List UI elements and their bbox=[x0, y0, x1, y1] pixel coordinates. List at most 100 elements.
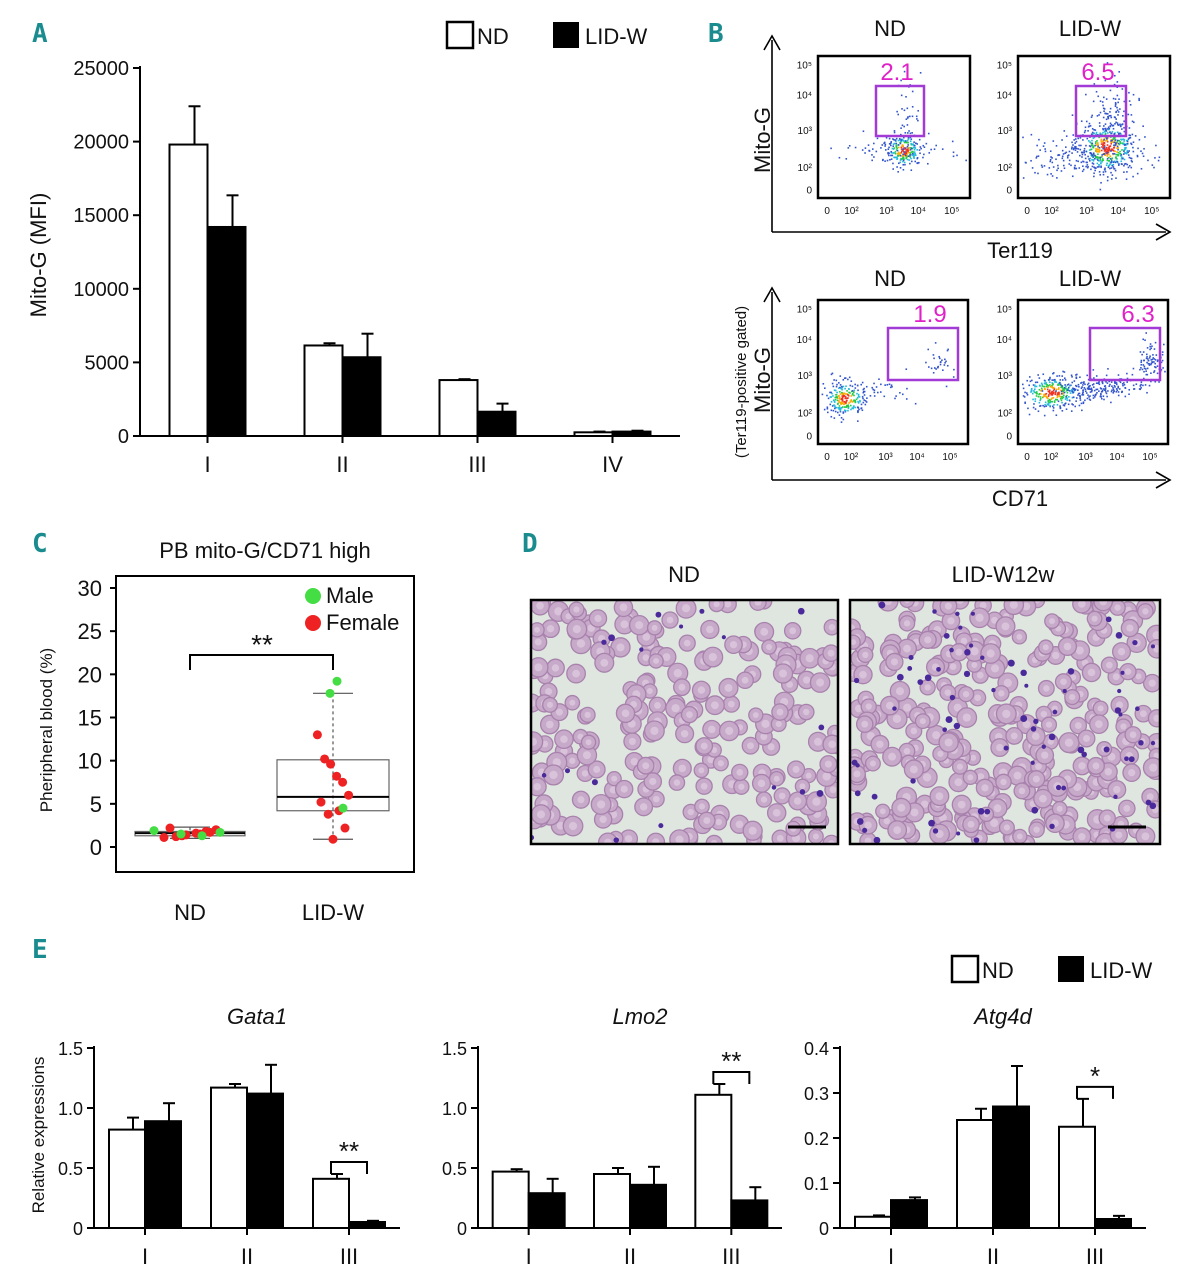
flow-event bbox=[1082, 139, 1084, 141]
flow-event bbox=[1100, 392, 1102, 395]
flow-event bbox=[899, 161, 901, 164]
flow-event bbox=[1099, 162, 1102, 164]
flow-event bbox=[1066, 394, 1068, 397]
x-tick-label: III bbox=[340, 1244, 358, 1269]
flow-event bbox=[1140, 381, 1143, 383]
flow-event bbox=[1099, 132, 1102, 135]
flow-event bbox=[1123, 158, 1126, 161]
flow-event bbox=[903, 158, 905, 161]
flow-event bbox=[1083, 149, 1085, 152]
flow-event bbox=[952, 151, 955, 154]
flow-event bbox=[1088, 159, 1091, 162]
flow-event bbox=[1105, 381, 1107, 383]
flow-event bbox=[896, 110, 898, 113]
flow-event bbox=[1113, 390, 1115, 392]
flow-event bbox=[1065, 135, 1068, 137]
legend-nd-swatch bbox=[445, 20, 475, 50]
flow-event bbox=[1091, 154, 1094, 157]
rbc-center bbox=[735, 820, 744, 829]
flow-event bbox=[941, 359, 943, 362]
lid-bar bbox=[730, 1199, 769, 1230]
flow-event bbox=[1110, 160, 1113, 162]
flow-event bbox=[938, 357, 941, 360]
flow-event bbox=[906, 78, 908, 80]
flow-event bbox=[901, 393, 904, 396]
rbc-center bbox=[1087, 668, 1096, 677]
rbc-center bbox=[897, 803, 906, 812]
flow-event bbox=[1063, 130, 1066, 132]
rbc-center bbox=[683, 639, 691, 647]
inclusion-dot bbox=[699, 608, 705, 614]
lid-bar bbox=[992, 1105, 1030, 1229]
flow-event bbox=[1101, 381, 1104, 384]
flow-event bbox=[1091, 139, 1093, 142]
flow-event bbox=[840, 398, 843, 401]
flow-gate bbox=[886, 326, 960, 382]
flow-event bbox=[895, 142, 898, 145]
flow-event bbox=[1030, 387, 1033, 390]
flow-event bbox=[1035, 157, 1038, 159]
flow-event bbox=[1094, 144, 1096, 147]
rbc-center bbox=[741, 676, 749, 684]
flow-event bbox=[899, 140, 902, 142]
flow-event bbox=[1061, 157, 1064, 160]
flow-event bbox=[1101, 154, 1103, 156]
flow-x-tick: 10⁵ bbox=[1144, 206, 1159, 217]
flow-event bbox=[1126, 149, 1129, 152]
flow-event bbox=[1128, 100, 1131, 102]
flow-event bbox=[1140, 366, 1142, 369]
rbc-center bbox=[594, 614, 602, 623]
flow-event bbox=[1112, 388, 1115, 391]
rbc-center bbox=[792, 765, 800, 773]
flow-event bbox=[1115, 382, 1118, 384]
flow-event bbox=[1066, 389, 1069, 391]
inclusion-dot bbox=[655, 611, 662, 618]
flow-event bbox=[1095, 141, 1097, 143]
rbc-center bbox=[646, 688, 653, 695]
flow-event bbox=[1080, 402, 1083, 405]
flow-event bbox=[1101, 389, 1104, 392]
lid-bar bbox=[890, 1199, 928, 1229]
rbc-center bbox=[738, 783, 745, 790]
rbc-center bbox=[619, 603, 628, 612]
flow-event bbox=[1151, 361, 1153, 363]
inclusion-dot bbox=[896, 673, 904, 681]
flow-event bbox=[1050, 385, 1053, 388]
flow-event bbox=[1092, 100, 1095, 103]
rbc-center bbox=[903, 620, 911, 627]
rbc-center bbox=[1078, 762, 1086, 770]
flow-event bbox=[1040, 387, 1043, 390]
flow-event bbox=[1119, 154, 1122, 157]
flow-event bbox=[947, 348, 949, 351]
flow-event bbox=[1043, 393, 1046, 396]
flow-event bbox=[900, 157, 902, 160]
flow-event bbox=[1083, 151, 1085, 154]
flow-event bbox=[849, 401, 852, 403]
flow-event bbox=[1093, 172, 1095, 175]
flow-y-tick: 10³ bbox=[998, 126, 1013, 137]
flow-event bbox=[1049, 160, 1052, 163]
flow-event bbox=[1060, 399, 1063, 402]
rbc-center bbox=[642, 762, 650, 770]
flow-event bbox=[918, 161, 920, 164]
flow-event bbox=[1118, 133, 1120, 136]
flow-event bbox=[871, 159, 873, 162]
flow-event bbox=[1128, 156, 1131, 159]
c-y-tick-label: 30 bbox=[78, 576, 102, 601]
flow-event bbox=[885, 136, 888, 139]
flow-event bbox=[1124, 148, 1126, 151]
male-point bbox=[176, 829, 186, 839]
inclusion-dot bbox=[953, 722, 961, 730]
y-tick-label: 15000 bbox=[73, 205, 129, 227]
smear-lid-title: LID-W12w bbox=[952, 562, 1055, 587]
flow-event bbox=[1117, 164, 1120, 166]
flow-event bbox=[914, 160, 917, 163]
flow-event bbox=[1082, 402, 1085, 405]
flow-event bbox=[1046, 403, 1049, 406]
flow-event bbox=[1061, 387, 1064, 389]
flow-y-tick: 10³ bbox=[798, 371, 813, 382]
nd-bar bbox=[491, 1170, 530, 1229]
flow-event bbox=[841, 388, 843, 391]
flow-event bbox=[875, 150, 878, 153]
rbc-center bbox=[728, 700, 735, 708]
